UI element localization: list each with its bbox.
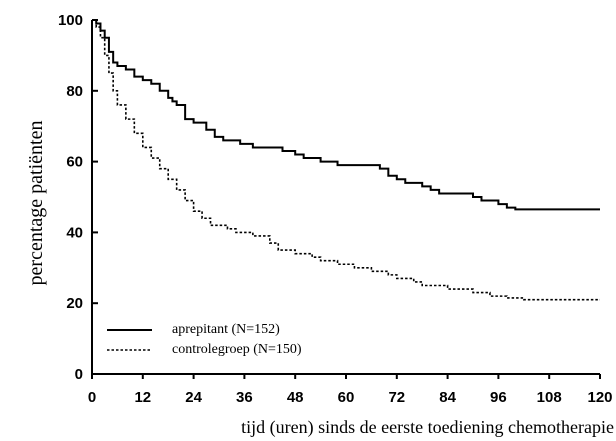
x-tick-label: 0 xyxy=(88,389,96,406)
legend-label-controlegroep: controlegroep (N=150) xyxy=(172,342,302,357)
series-line-controlegroep xyxy=(92,19,600,301)
x-tick-label: 96 xyxy=(490,389,507,406)
x-axis-label: tijd (uren) sinds de eerste toediening c… xyxy=(241,417,614,438)
x-tick-label: 60 xyxy=(338,389,355,406)
y-axis-ticks: 0 20 40 60 80 100 xyxy=(58,12,98,383)
x-tick-label: 12 xyxy=(134,389,151,406)
x-tick-label: 48 xyxy=(287,389,304,406)
y-tick-label: 40 xyxy=(66,224,83,241)
y-tick-label: 100 xyxy=(58,12,83,29)
x-tick-label: 108 xyxy=(537,389,562,406)
x-tick-label: 120 xyxy=(587,389,612,406)
legend: aprepitant (N=152) controlegroep (N=150) xyxy=(107,322,302,357)
x-tick-label: 24 xyxy=(185,389,202,406)
x-tick-label: 72 xyxy=(388,389,405,406)
y-axis-label: percentage patiënten xyxy=(25,121,47,286)
x-tick-label: 36 xyxy=(236,389,253,406)
series-line-aprepitant xyxy=(92,19,600,211)
y-tick-label: 0 xyxy=(75,366,83,383)
series-group xyxy=(92,19,600,301)
x-tick-label: 84 xyxy=(439,389,456,406)
y-tick-label: 80 xyxy=(66,83,83,100)
x-axis-ticks: 0 12 24 36 48 60 72 84 96 108 120 xyxy=(88,374,613,406)
y-tick-label: 60 xyxy=(66,154,83,171)
legend-label-aprepitant: aprepitant (N=152) xyxy=(172,322,280,337)
axes xyxy=(91,20,600,375)
y-tick-label: 20 xyxy=(66,295,83,312)
